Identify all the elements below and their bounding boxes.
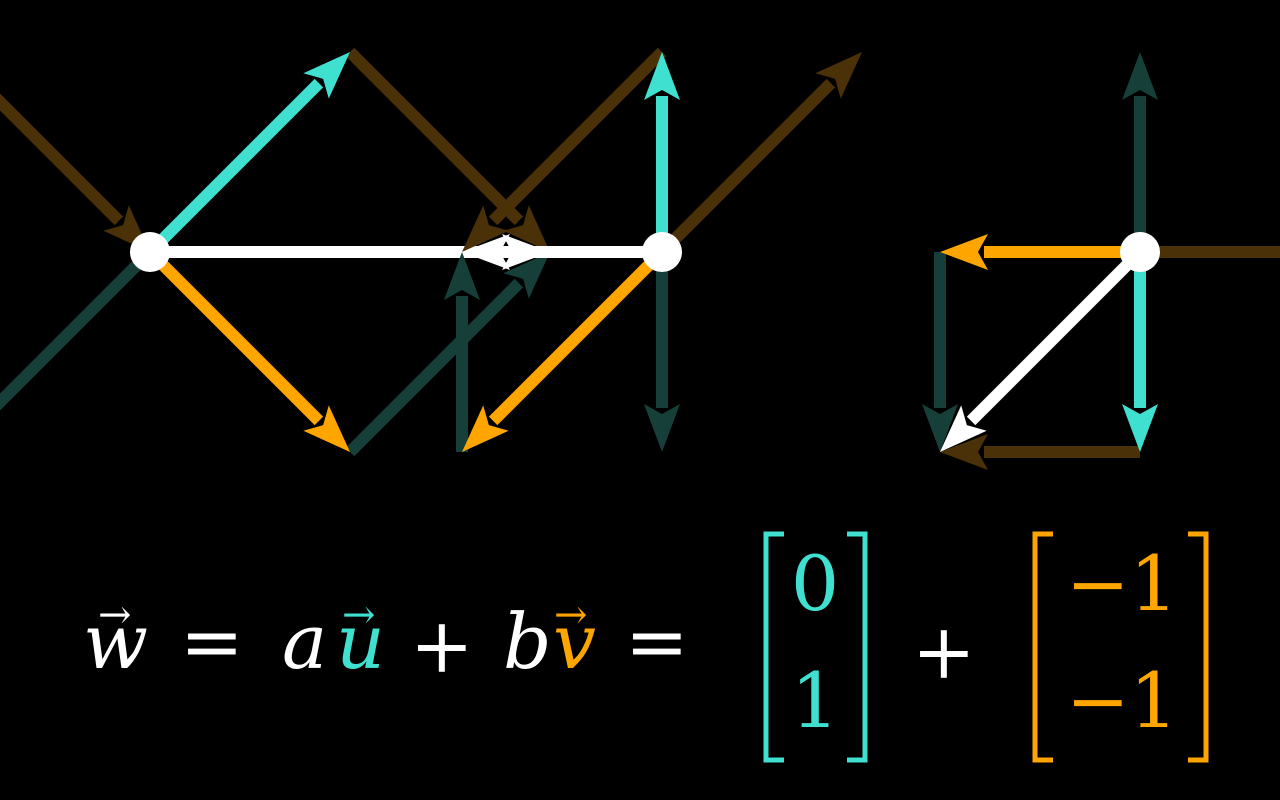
v-symbol: v (553, 597, 596, 686)
panel-1-ghost-v-arrow-3-shaft (345, 47, 524, 226)
coefficient-b: b (503, 597, 552, 686)
panel-2-w-arrow (462, 234, 662, 270)
w-symbol: w (83, 597, 148, 686)
panel-2-v-arrow-head (462, 405, 509, 452)
panel-2-ghost-u-arrow-4 (644, 252, 680, 452)
panel-3-u-arrow-head (1122, 404, 1158, 452)
v-component-x: −1 (1066, 539, 1178, 628)
v-left-bracket (1032, 531, 1053, 763)
u-component-x: 0 (791, 539, 839, 628)
panel-2-u-arrow-head (644, 52, 680, 100)
v-column-vector: −1 −1 (1032, 531, 1209, 763)
u-right-bracket (847, 531, 868, 763)
panel-3-ghost-v-arrow-4 (940, 434, 1140, 470)
panel-2-ghost-u-arrow-3-head (444, 252, 480, 300)
panel-1-v-arrow-shaft (145, 247, 324, 426)
panel-1-u-arrow-head (303, 52, 350, 99)
u-symbol: u (336, 597, 385, 686)
panel-2-ghost-v-arrow-1 (462, 47, 667, 252)
panel-2-ghost-v-arrow-1-head (462, 205, 509, 252)
panel-3-ghost-u-arrow-1 (1122, 52, 1158, 252)
panel-2-v-arrow-shaft (488, 247, 667, 426)
panel-3-v-arrow (940, 234, 1140, 270)
panel-1-u-arrow (145, 52, 350, 257)
panel-2-v-arrow (462, 247, 667, 452)
panel-1-origin-dot (130, 232, 170, 272)
equals-sign-2: = (625, 597, 689, 686)
panel-3-w-arrow-shaft (966, 247, 1145, 426)
panel-2-w-arrow-head (462, 234, 510, 270)
panel-2-origin-dot (642, 232, 682, 272)
panel-1-ghost-v-arrow-1-shaft (0, 93, 124, 226)
panel-2-ghost-v-arrow-2-head (815, 52, 862, 99)
v-component-y: −1 (1066, 656, 1178, 745)
panel-3-w-arrow-head (940, 405, 987, 452)
panel-2-ghost-v-arrow-2 (657, 52, 862, 257)
panel-3-w-arrow (940, 247, 1145, 452)
plus-sign-2: + (912, 607, 976, 696)
panel-1-ghost-u-arrow-4-head (503, 252, 550, 299)
panel-1-ghost-v-arrow-3-head (503, 205, 550, 252)
panel-1-ghost-v-arrow-3 (345, 47, 550, 252)
v-right-bracket (1188, 531, 1209, 763)
panel-3-origin-dot (1120, 232, 1160, 272)
u-left-bracket (763, 531, 784, 763)
panel-1-ghost-u-arrow-2 (0, 247, 155, 411)
panel-1-ghost-u-arrow-2-shaft (0, 247, 155, 411)
u-arrow-accent: → (342, 592, 376, 638)
u-component-y: 1 (791, 656, 839, 745)
plus-sign-1: + (410, 601, 474, 690)
panel-3-ghost-u-arrow-3-head (922, 404, 958, 452)
w-arrow-accent: → (98, 592, 132, 638)
panel-1-v-arrow (145, 247, 350, 452)
panel-3-ghost-v-arrow-4-head (940, 434, 988, 470)
panel-2-u-arrow (644, 52, 680, 252)
panel-3-ghost-u-arrow-1-head (1122, 52, 1158, 100)
panel-2-ghost-u-arrow-4-head (644, 404, 680, 452)
v-arrow-accent: → (554, 592, 588, 638)
panel-2-ghost-v-arrow-2-shaft (657, 78, 836, 257)
panel-2-ghost-u-arrow-3 (444, 252, 480, 452)
panel-3-u-arrow (1122, 252, 1158, 452)
panel-1-v-arrow-head (303, 405, 350, 452)
panel-1-ghost-u-arrow-4 (345, 252, 550, 457)
panel-1-u-arrow-shaft (145, 78, 324, 257)
panel-3-ghost-u-arrow-3 (922, 252, 958, 452)
vector-panels (0, 47, 1280, 470)
panel-3-v-arrow-head (940, 234, 988, 270)
u-column-vector: 0 1 (763, 531, 868, 763)
panel-2-ghost-v-arrow-1-shaft (488, 47, 667, 226)
panel-3-ghost-v-arrow-2 (1140, 246, 1280, 258)
panel-1-ghost-u-arrow-4-shaft (345, 278, 524, 457)
equals-sign-1: = (180, 597, 244, 686)
linear-combination-equation: w → = a u → + b v → = 0 1 + −1 −1 (83, 531, 1209, 763)
coefficient-a: a (282, 597, 327, 686)
